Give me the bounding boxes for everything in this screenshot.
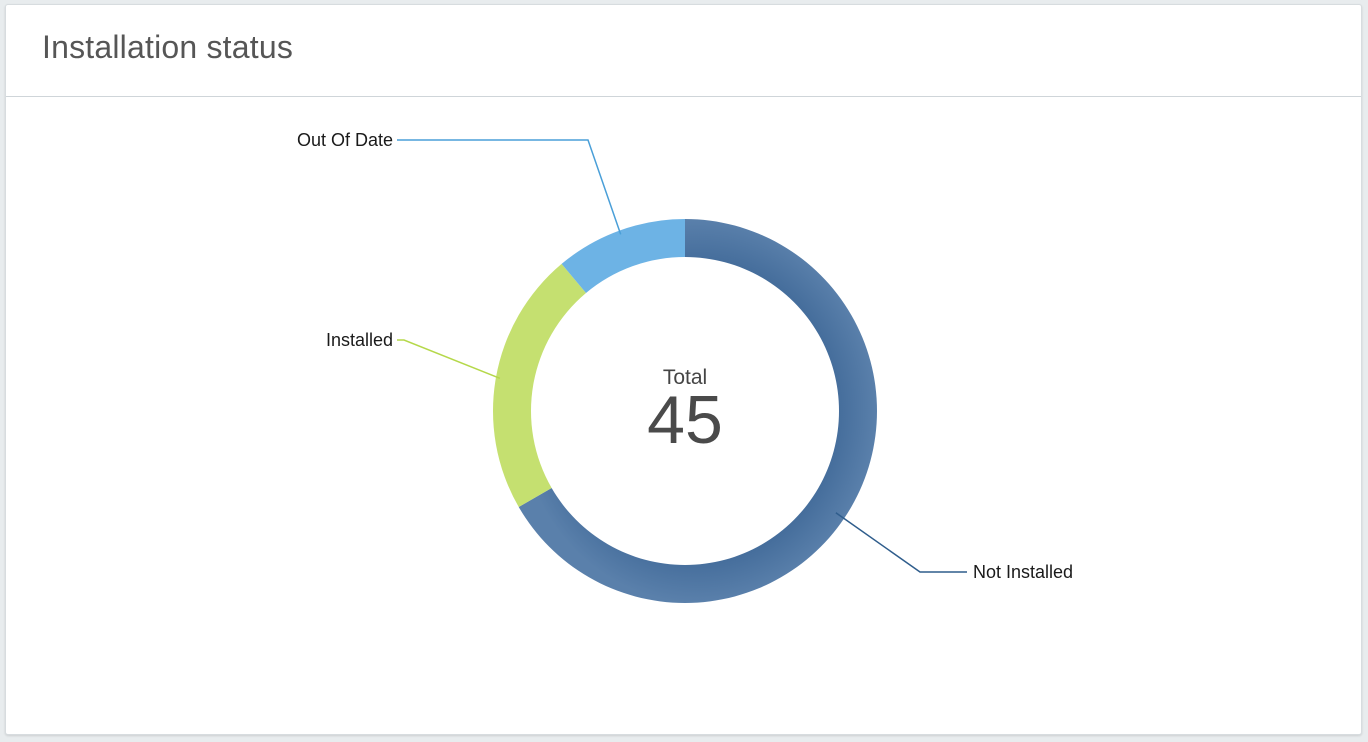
leader-line-out-of-date: [397, 139, 622, 235]
leader-line-installed: [397, 339, 501, 380]
donut-center-value: 45: [647, 382, 723, 458]
leader-line-not-installed: [835, 512, 967, 573]
card-title: Installation status: [42, 29, 294, 65]
donut-slice-out-of-date[interactable]: [561, 219, 685, 294]
slice-label-out-of-date: Out Of Date: [297, 130, 393, 150]
chart-area: Not Installed Installed Out Of Date Total …: [6, 97, 1361, 734]
donut-center-label: Total: [663, 366, 707, 389]
installation-status-card: Installation status Not Installed Install…: [5, 4, 1362, 735]
donut-slice-installed[interactable]: [493, 263, 587, 507]
slice-label-installed: Installed: [326, 330, 393, 350]
slice-label-not-installed: Not Installed: [973, 562, 1073, 582]
card-header: Installation status: [6, 5, 1361, 97]
